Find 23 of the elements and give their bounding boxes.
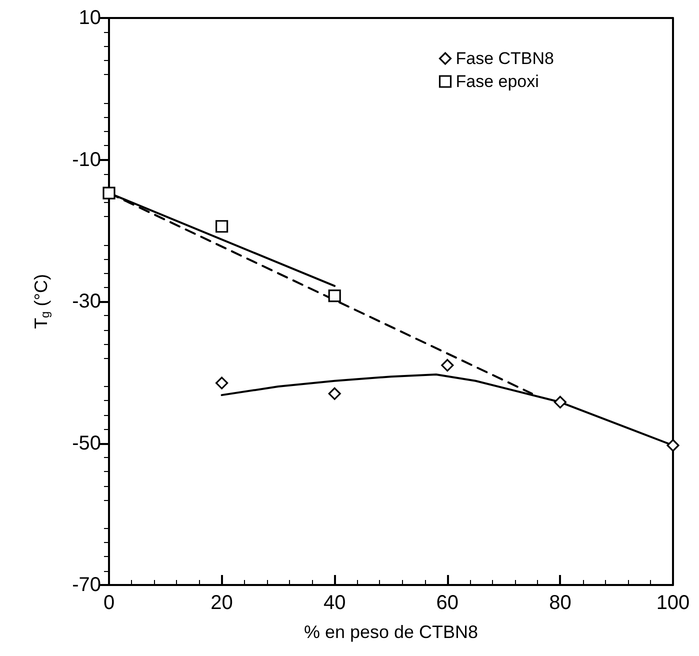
point [328,290,341,302]
point [554,396,566,408]
y-tick-label: -70 [72,574,101,596]
x-tick-label: 0 [103,592,115,614]
x-tick-label: 20 [210,592,233,614]
x-tick-label: 60 [436,592,459,614]
legend-label: Fase epoxi [456,72,539,91]
point [216,376,228,390]
y-axis-title: Tg (°C) [31,274,52,329]
x-tick-label: 40 [323,592,346,614]
x-tick-label: 80 [549,592,572,614]
point [441,358,454,372]
point [102,186,116,200]
y-tick-label: -50 [72,432,101,454]
point [216,220,228,233]
y-tick-label: 10 [78,7,101,29]
point [328,387,341,400]
point [666,439,680,452]
x-tick-label: 100 [656,592,690,614]
y-tick-label: -30 [72,290,101,312]
y-tick-label: -10 [72,148,101,171]
x-axis-title: % en peso de CTBN8 [304,622,478,642]
legend-label: Fase CTBN8 [456,49,554,68]
